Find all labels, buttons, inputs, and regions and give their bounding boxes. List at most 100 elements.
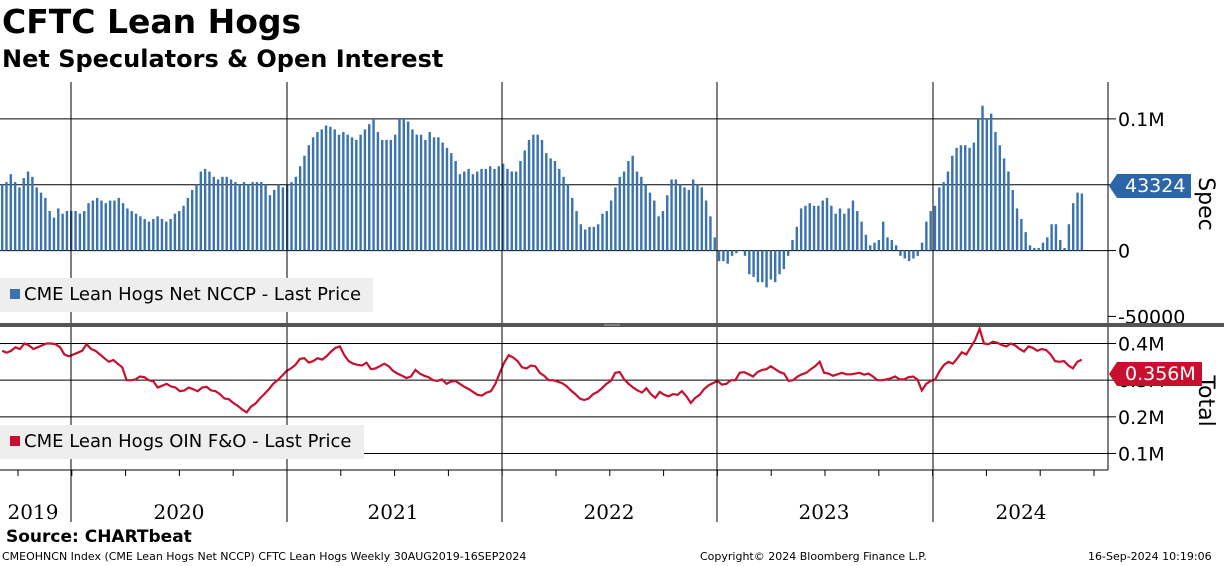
spec-bar <box>825 197 829 251</box>
x-tick-labels: 2019 2020 2021 2022 2023 2024 <box>8 470 1095 524</box>
spec-bar <box>329 126 332 251</box>
spec-bar <box>510 171 513 251</box>
spec-bar <box>480 168 483 251</box>
spec-bar <box>700 187 703 251</box>
spec-bar <box>791 240 794 251</box>
spec-bar <box>411 129 414 251</box>
spec-bar <box>920 242 924 251</box>
spec-legend-label: CME Lean Hogs Net NCCP - Last Price <box>24 284 362 305</box>
spec-bar <box>95 197 99 251</box>
spec-bar <box>657 216 660 251</box>
spec-bar <box>268 195 272 251</box>
chart-title: CFTC Lean Hogs <box>2 2 302 41</box>
spec-bar <box>484 168 488 251</box>
spec-bar <box>216 179 220 251</box>
spec-bar <box>748 250 751 275</box>
spec-bar <box>709 216 712 251</box>
spec-bar <box>946 171 950 251</box>
oi-legend-swatch <box>10 436 20 446</box>
spec-bar <box>134 213 138 251</box>
spec-bar <box>1046 237 1049 251</box>
spec-bar <box>704 200 708 251</box>
spec-bar <box>1002 158 1006 251</box>
spec-bar <box>609 200 613 251</box>
spec-bar <box>964 145 967 251</box>
spec-bar <box>389 139 393 251</box>
spec-bar <box>320 129 323 251</box>
spec-bar <box>985 118 989 251</box>
spec-bar <box>834 213 837 251</box>
spec-bar <box>247 184 250 251</box>
spec-bar <box>821 200 824 251</box>
spec-bar <box>622 171 626 251</box>
spec-bar <box>463 171 466 251</box>
spec-bar <box>942 182 945 251</box>
spec-bar <box>804 205 807 251</box>
spec-bar <box>169 218 172 251</box>
spec-bar <box>856 211 859 251</box>
spec-bar <box>13 182 17 251</box>
spec-bar <box>730 250 734 256</box>
spec-bar <box>817 205 820 251</box>
spec-bar <box>9 174 13 251</box>
spec-bar <box>441 142 444 251</box>
spec-bar <box>691 179 695 251</box>
spec-bar <box>912 250 915 259</box>
spec-bar <box>471 174 475 251</box>
spec-bar <box>994 132 997 251</box>
spec-legend: CME Lean Hogs Net NCCP - Last Price <box>0 278 374 312</box>
spec-bar <box>419 134 423 251</box>
spec-bar <box>527 139 531 251</box>
spec-bar <box>933 205 937 251</box>
spec-bar <box>91 200 95 251</box>
spec-bar <box>311 137 315 251</box>
spec-bar <box>894 245 898 251</box>
spec-bar <box>549 158 552 251</box>
spec-bar <box>234 182 237 251</box>
spec-bar <box>687 189 691 251</box>
spec-bar <box>976 118 980 251</box>
spec-bar <box>955 147 958 251</box>
oi-legend-label: CME Lean Hogs OIN F&O - Last Price <box>24 431 352 452</box>
spec-bar <box>178 211 181 251</box>
spec-bar <box>78 213 82 251</box>
spec-bar <box>579 224 583 251</box>
spec-bar <box>1037 247 1040 251</box>
spec-bar <box>631 155 634 251</box>
spec-bar <box>143 218 146 251</box>
spec-bar <box>445 147 449 251</box>
spec-bar <box>683 187 686 251</box>
spec-bar <box>35 187 38 251</box>
spec-bar <box>571 197 574 251</box>
spec-bar <box>333 129 336 251</box>
x-tick-label: 2021 <box>368 500 419 524</box>
spec-bar <box>117 197 120 251</box>
spec-bar <box>786 250 790 256</box>
spec-bar <box>238 184 241 251</box>
spec-bar <box>22 178 25 251</box>
spec-bar <box>381 139 384 251</box>
top-y-tick-label: 0 <box>1118 241 1130 263</box>
spec-bar <box>251 182 254 251</box>
spec-bar <box>130 211 133 251</box>
spec-bar <box>342 132 345 251</box>
spec-bar <box>337 134 341 251</box>
spec-bar <box>152 218 155 251</box>
spec-bar <box>458 174 462 251</box>
spec-bar <box>795 226 799 251</box>
source-label: Source: CHARTbeat <box>6 527 192 547</box>
spec-bar <box>929 211 932 251</box>
spec-bar <box>769 250 773 280</box>
spec-bar <box>454 161 457 251</box>
spec-bar <box>765 250 768 288</box>
spec-bar <box>864 234 868 251</box>
spec-bar <box>601 213 604 251</box>
spec-bar <box>583 229 587 251</box>
spec-bar-series <box>0 105 1084 288</box>
spec-bar <box>186 197 190 251</box>
footer-ticker: CMEOHNCN Index (CME Lean Hogs Net NCCP) … <box>2 550 527 563</box>
spec-bar <box>536 134 539 251</box>
spec-bar <box>614 187 617 251</box>
spec-bar <box>989 113 993 251</box>
spec-bar <box>221 176 224 251</box>
